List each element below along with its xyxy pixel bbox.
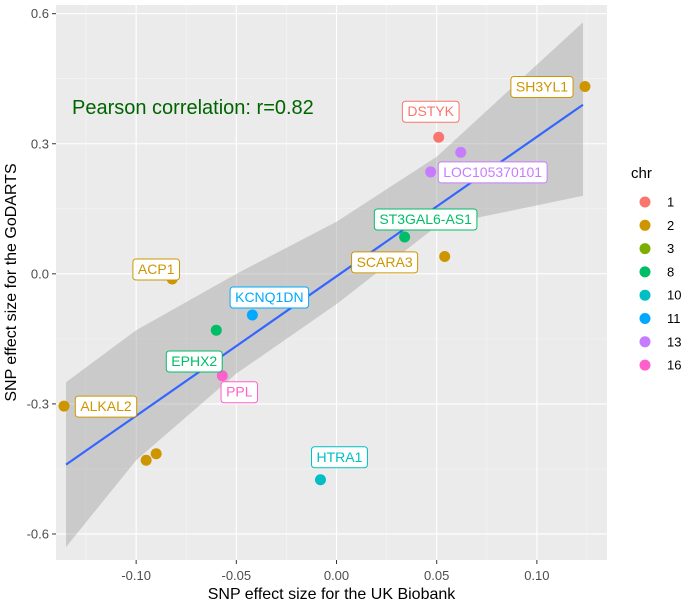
label-box [351, 251, 419, 274]
data-point [439, 250, 451, 262]
label-box [229, 286, 310, 309]
legend-key-chr-8 [639, 266, 651, 278]
label-box [437, 161, 548, 184]
y-tick-label: -0.3 [27, 396, 49, 411]
legend-key-chr-3 [639, 243, 651, 255]
data-point [216, 370, 228, 382]
legend-label-chr-2: 2 [667, 218, 674, 233]
label-text: LOC105370101 [443, 164, 542, 180]
x-tick-label: -0.10 [121, 568, 151, 583]
label-box [165, 350, 223, 373]
y-tick-label: -0.6 [27, 526, 49, 541]
data-point [58, 400, 70, 412]
data-point [579, 81, 591, 93]
point-label-ephx2: EPHX2 [165, 350, 223, 373]
legend-key-chr-16 [639, 359, 651, 371]
label-text: ACP1 [138, 261, 175, 277]
label-text: PPL [226, 384, 253, 400]
legend-label-chr-16: 16 [667, 358, 681, 373]
data-point [433, 131, 445, 143]
label-text: HTRA1 [317, 449, 363, 465]
legend-label-chr-3: 3 [667, 241, 674, 256]
label-box [132, 258, 180, 281]
label-box [74, 395, 138, 418]
y-axis-title: SNP effect size for the GoDARTS [3, 163, 20, 401]
label-text: SH3YL1 [516, 79, 568, 95]
y-tick-label: 0.0 [31, 266, 49, 281]
x-axis-ticks: -0.10 -0.05 0.00 0.05 0.10 [121, 560, 550, 583]
data-point [314, 474, 326, 486]
legend-key-chr-2 [639, 219, 651, 231]
point-label-alkal2: ALKAL2 [74, 395, 138, 418]
y-tick-label: 0.6 [31, 6, 49, 21]
point-label-acp1: ACP1 [132, 258, 180, 281]
label-text: DSTYK [407, 103, 454, 119]
legend-key-chr-11 [639, 313, 651, 324]
label-box [311, 446, 368, 469]
legend-label-chr-1: 1 [667, 195, 674, 210]
label-text: KCNQ1DN [235, 289, 303, 305]
y-axis-ticks: -0.6 -0.3 0.0 0.3 0.6 [27, 6, 56, 541]
legend-key-chr-13 [639, 336, 651, 348]
legend-label-chr-13: 13 [667, 334, 681, 349]
point-label-dstyk: DSTYK [401, 100, 460, 123]
point-label-htra1: HTRA1 [311, 446, 368, 469]
label-text: EPHX2 [171, 353, 217, 369]
x-tick-label: 0.10 [524, 568, 549, 583]
label-text: ST3GAL6-AS1 [379, 211, 472, 227]
data-point [425, 166, 437, 178]
label-text: ALKAL2 [80, 398, 132, 414]
x-axis-title: SNP effect size for the UK Biobank [208, 586, 457, 603]
data-point [210, 324, 222, 336]
label-box [373, 208, 478, 231]
legend-label-chr-11: 11 [667, 311, 681, 326]
data-point [150, 448, 162, 460]
y-tick-label: 0.3 [31, 136, 49, 151]
legend-label-chr-8: 8 [667, 264, 674, 279]
legend-title: chr [631, 165, 652, 182]
x-tick-label: 0.05 [424, 568, 449, 583]
legend-key-chr-1 [639, 196, 651, 208]
label-box [510, 76, 574, 99]
x-tick-label: 0.00 [324, 568, 349, 583]
point-label-sh3yl1: SH3YL1 [510, 76, 574, 99]
data-point [455, 146, 467, 158]
data-point [399, 231, 411, 243]
point-label-loc105370101: LOC105370101 [437, 161, 548, 184]
point-label-st3gal6-as1: ST3GAL6-AS1 [373, 208, 478, 231]
point-label-ppl: PPL [220, 381, 259, 404]
label-box [220, 381, 259, 404]
point-label-scara3: SCARA3 [351, 251, 419, 274]
legend: chr 1 2 3 8 10 11 13 16 [631, 165, 681, 373]
x-tick-label: -0.05 [222, 568, 252, 583]
data-point [246, 309, 258, 321]
label-box [401, 100, 460, 123]
legend-key-chr-10 [639, 289, 651, 301]
label-text: SCARA3 [357, 254, 413, 270]
point-labels: DSTYK SH3YL1 ACP1 ALKAL2 ST3GAL6-AS1 HTRA1 KCN… [74, 76, 574, 469]
correlation-annotation: Pearson correlation: r=0.82 [72, 97, 314, 119]
legend-label-chr-10: 10 [667, 288, 681, 303]
data-point [140, 454, 152, 466]
point-label-kcnq1dn: KCNQ1DN [229, 286, 310, 309]
